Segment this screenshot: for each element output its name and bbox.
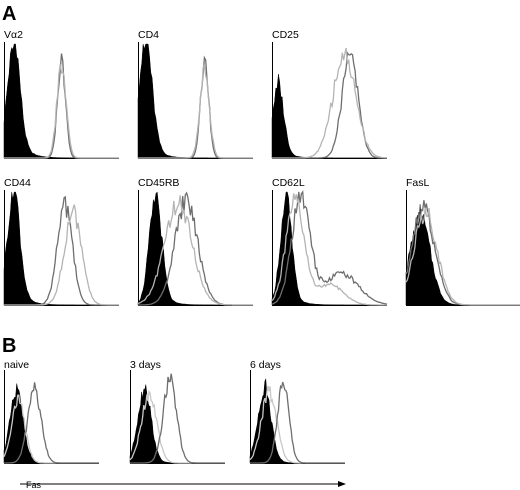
histogram-label: 3 days [130,359,161,371]
histogram-line-dark [272,51,387,159]
histogram-line-light [4,204,119,306]
histogram-line-light [405,207,520,306]
histogram-fasl: FasL [405,177,520,306]
histogram-label: Vα2 [4,29,23,41]
isotype-control-filled [271,74,387,159]
histogram-line-dark [130,373,225,464]
histogram-line-dark [250,381,345,464]
histogram-label: CD25 [272,29,299,41]
panel-letter-b: B [2,335,16,357]
histogram-cd62l: CD62L [271,177,388,306]
histogram-3-days: 3 days [129,359,225,464]
fas-axis-arrowhead [338,481,346,487]
histogram-line-dark [271,190,388,305]
histogram-line-light [138,63,253,159]
histogram-cd45rb: CD45RB [137,177,253,306]
isotype-control-filled [137,43,253,159]
isotype-control-filled [249,378,345,464]
histogram-line-light [272,47,388,159]
histogram-label: naive [4,359,29,371]
histogram-line-light [4,64,119,159]
histogram-label: CD4 [138,29,159,41]
histogram-label: FasL [406,177,430,189]
fas-axis-label: Fas [26,480,42,490]
histogram-label: 6 days [250,359,281,371]
isotype-control-filled [271,191,387,306]
panel-a-histograms: Vα2 CD4 CD25 CD44 CD45RB CD62L FasL [3,29,520,306]
histogram-6-days: 6 days [249,359,345,464]
histogram-label: CD44 [4,177,31,189]
histogram-line-light [137,195,253,306]
histogram-naive: naive [3,359,99,464]
histogram-label: CD62L [272,177,305,189]
histogram-line-light [271,193,387,306]
histogram-v-2: Vα2 [3,29,119,159]
fas-x-axis: Fas [20,480,346,490]
histogram-label: CD45RB [138,177,179,189]
histogram-cd4: CD4 [137,29,253,159]
isotype-control-filled [129,384,225,464]
histogram-cd44: CD44 [3,177,119,306]
isotype-control-filled [405,204,520,306]
isotype-control-filled [137,191,253,306]
panel-letter-a: A [2,3,16,25]
panel-b-histograms: naive 3 days 6 days [3,359,345,464]
histogram-line-dark [4,382,99,464]
histogram-cd25: CD25 [271,29,388,159]
